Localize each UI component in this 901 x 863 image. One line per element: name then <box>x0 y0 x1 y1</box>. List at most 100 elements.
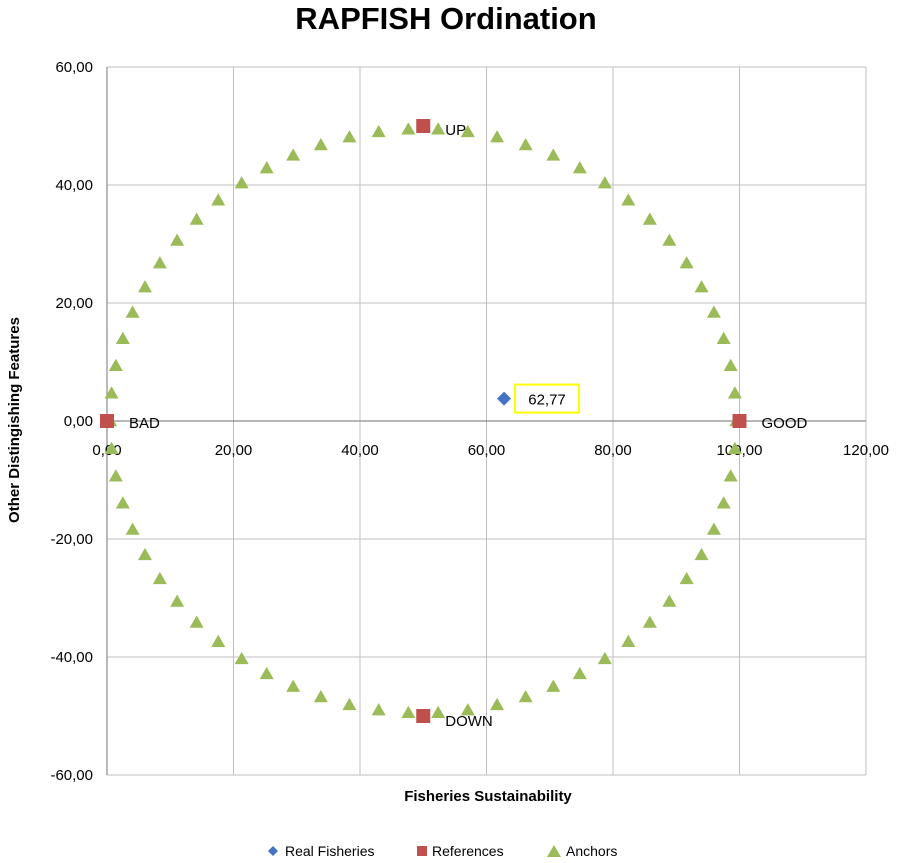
anchor-point <box>621 634 636 647</box>
anchor-point <box>286 148 301 161</box>
y-tick-label: -40,00 <box>50 649 93 666</box>
anchor-point <box>125 305 140 318</box>
reference-point <box>416 119 431 133</box>
y-tick-label: 0,00 <box>64 413 93 430</box>
anchor-point <box>115 331 130 344</box>
x-tick-label: 60,00 <box>468 442 506 459</box>
anchor-point <box>597 651 612 665</box>
legend-square-marker <box>417 846 427 856</box>
y-axis-title: Other Distingishing Features <box>6 317 23 523</box>
anchor-point <box>460 124 475 138</box>
x-tick-label: 80,00 <box>594 442 632 459</box>
reference-label: DOWN <box>445 713 493 730</box>
anchor-point <box>727 386 742 399</box>
anchor-point <box>694 280 709 293</box>
anchor-point <box>313 138 328 151</box>
anchor-point <box>137 280 152 293</box>
anchor-point <box>490 697 505 711</box>
reference-label: UP <box>445 122 466 139</box>
x-tick-label: 20,00 <box>215 442 253 459</box>
anchor-point <box>706 305 721 318</box>
anchor-point <box>371 124 386 138</box>
chart-title: RAPFISH Ordination <box>295 1 596 36</box>
anchor-point <box>716 496 731 509</box>
real-fisheries-series: 62,77 <box>497 383 581 414</box>
legend-triangle-marker <box>547 845 561 857</box>
anchor-point <box>460 703 475 716</box>
anchor-point <box>259 161 274 174</box>
anchor-point <box>694 547 709 561</box>
anchor-point <box>189 212 204 225</box>
anchor-point <box>572 161 587 174</box>
real-fisheries-point <box>497 391 512 406</box>
anchor-point <box>259 666 274 680</box>
anchor-point <box>342 130 357 143</box>
anchor-point <box>679 256 694 269</box>
anchor-point <box>152 571 167 585</box>
anchor-point <box>546 679 561 692</box>
anchor-point <box>125 522 140 535</box>
anchor-point <box>401 122 416 135</box>
anchor-point <box>597 176 612 189</box>
anchor-point <box>211 193 226 206</box>
anchor-point <box>211 634 226 647</box>
legend-label: Anchors <box>566 843 617 859</box>
anchor-point <box>518 689 533 703</box>
anchor-point <box>313 689 328 703</box>
anchor-point <box>371 703 386 716</box>
legend-item-anchors: Anchors <box>547 843 617 859</box>
anchor-point <box>108 358 123 371</box>
anchor-point <box>401 705 416 718</box>
legend-item-real-fisheries: Real Fisheries <box>268 843 374 859</box>
anchor-point <box>431 705 446 718</box>
legend-item-references: References <box>417 843 504 859</box>
anchor-point <box>104 441 119 455</box>
legend-label: References <box>432 843 504 859</box>
y-tick-label: -20,00 <box>50 531 93 548</box>
anchor-point <box>723 469 738 482</box>
anchor-point <box>723 358 738 371</box>
reference-label: BAD <box>129 415 160 432</box>
reference-label: GOOD <box>762 415 808 432</box>
x-tick-label: 40,00 <box>341 442 379 459</box>
anchor-point <box>170 233 185 246</box>
anchor-point <box>342 697 357 711</box>
anchors-series <box>103 122 744 718</box>
anchor-point <box>286 679 301 692</box>
x-axis-title: Fisheries Sustainability <box>404 788 572 805</box>
anchor-point <box>662 594 677 607</box>
legend-label: Real Fisheries <box>285 843 374 859</box>
anchor-point <box>727 441 742 455</box>
anchor-point <box>706 522 721 535</box>
legend-diamond-marker <box>268 846 278 856</box>
anchor-point <box>115 496 130 509</box>
data-label: 62,77 <box>528 392 566 409</box>
anchor-point <box>518 138 533 151</box>
reference-point <box>416 709 431 723</box>
y-tick-labels: 60,00 40,00 20,00 0,00 -20,00 -40,00 -60,00 <box>50 59 93 784</box>
grid-lines <box>106 66 867 776</box>
anchor-point <box>572 666 587 680</box>
reference-point <box>100 414 114 428</box>
anchor-point <box>234 176 249 189</box>
anchor-point <box>679 571 694 585</box>
anchor-point <box>152 256 167 269</box>
anchor-point <box>490 130 505 143</box>
y-tick-label: -60,00 <box>50 767 93 784</box>
anchor-point <box>137 547 152 561</box>
y-tick-label: 40,00 <box>55 177 93 194</box>
anchor-point <box>170 594 185 607</box>
references-series: BAD GOOD UP DOWN <box>100 119 808 730</box>
x-tick-label: 120,00 <box>843 442 889 459</box>
y-tick-label: 60,00 <box>55 59 93 76</box>
anchor-point <box>108 469 123 482</box>
anchor-point <box>234 651 249 665</box>
anchor-point <box>716 331 731 344</box>
anchor-point <box>621 193 636 206</box>
anchor-point <box>642 212 657 225</box>
data-label-box <box>514 383 581 414</box>
anchor-point <box>104 386 119 399</box>
anchor-point <box>546 148 561 161</box>
anchor-point <box>662 233 677 246</box>
reference-point <box>732 414 747 428</box>
